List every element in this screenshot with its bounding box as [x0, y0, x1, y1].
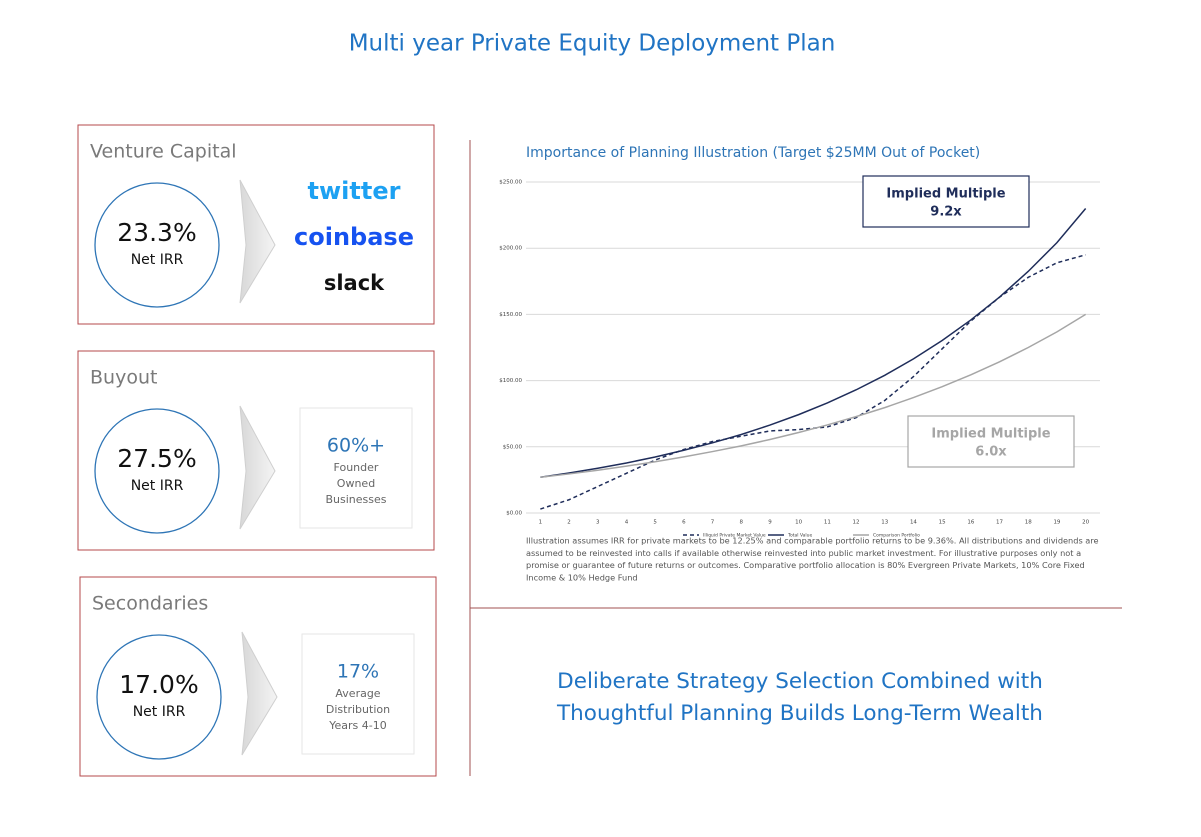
highlight-text: Founder	[334, 461, 379, 474]
x-tick-label: 9	[768, 520, 772, 526]
card-title: Buyout	[90, 367, 157, 389]
highlight-value: 17%	[337, 661, 379, 683]
logo: coinbase	[294, 223, 414, 251]
annotation-box	[907, 415, 1075, 468]
tagline: Thoughtful Planning Builds Long-Term Wea…	[556, 701, 1043, 726]
x-tick-label: 10	[795, 520, 802, 526]
annotation-value: 6.0x	[975, 445, 1007, 460]
irr-circle	[94, 408, 220, 534]
irr-label: Net IRR	[133, 704, 186, 720]
chevron	[239, 405, 276, 530]
x-tick-label: 5	[653, 520, 657, 526]
chevron	[241, 631, 278, 756]
card-title: Secondaries	[92, 593, 208, 615]
highlight-text: Average	[335, 687, 380, 700]
y-tick-label: $100.00	[499, 378, 522, 384]
x-tick-label: 2	[567, 520, 571, 526]
irr-circle	[96, 634, 222, 760]
x-tick-label: 11	[824, 520, 831, 526]
chevron	[239, 179, 276, 304]
irr-label: Net IRR	[131, 478, 184, 494]
x-tick-label: 13	[881, 520, 888, 526]
x-tick-label: 20	[1082, 520, 1089, 526]
tagline: Deliberate Strategy Selection Combined w…	[557, 669, 1043, 694]
x-tick-label: 17	[996, 520, 1003, 526]
x-tick-label: 15	[939, 520, 946, 526]
highlight-text: Distribution	[326, 703, 390, 716]
y-tick-label: $150.00	[499, 312, 522, 318]
annotation-box	[862, 175, 1030, 228]
highlight-text: Owned	[337, 477, 375, 490]
content: Venture Capital 23.3% Net IRR twitter coinba…	[77, 124, 1100, 777]
x-tick-label: 14	[910, 520, 917, 526]
x-tick-label: 16	[967, 520, 974, 526]
logo: slack	[324, 271, 385, 295]
y-tick-label: $0.00	[506, 511, 522, 517]
series-line	[540, 313, 1087, 478]
irr-circle	[94, 182, 220, 308]
x-tick-label: 8	[740, 520, 744, 526]
irr-value: 17.0%	[119, 670, 198, 699]
irr-label: Net IRR	[131, 252, 184, 268]
legend-label: Comparison Portfolio	[873, 533, 920, 539]
x-tick-label: 3	[596, 520, 600, 526]
footnote: Income & 10% Hedge Fund	[526, 572, 638, 582]
slide-title: Multi year Private Equity Deployment Pla…	[349, 31, 836, 57]
x-tick-label: 12	[853, 520, 860, 526]
highlight-text: Businesses	[325, 493, 386, 506]
annotation-text: Implied Multiple	[886, 187, 1005, 202]
x-tick-label: 18	[1025, 520, 1032, 526]
chart-title: Importance of Planning Illustration (Tar…	[526, 145, 980, 161]
highlight-value: 60%+	[327, 435, 385, 457]
x-tick-label: 1	[539, 520, 543, 526]
card-title: Venture Capital	[90, 141, 237, 163]
irr-value: 23.3%	[117, 218, 196, 247]
irr-value: 27.5%	[117, 444, 196, 473]
y-tick-label: $50.00	[503, 444, 523, 450]
highlight-box	[301, 633, 415, 755]
x-tick-label: 6	[682, 520, 686, 526]
footnote: assumed to be reinvested into calls if a…	[526, 548, 1081, 558]
footnote: promise or guarantee of future returns o…	[526, 560, 1085, 570]
y-tick-label: $250.00	[499, 180, 522, 186]
x-tick-label: 19	[1053, 520, 1060, 526]
annotation-value: 9.2x	[930, 205, 962, 220]
legend-label: Total Value	[787, 533, 813, 539]
x-tick-label: 7	[711, 520, 715, 526]
series-line	[540, 207, 1087, 478]
footnote: Illustration assumes IRR for private mar…	[526, 536, 1099, 546]
y-tick-label: $200.00	[499, 246, 522, 252]
x-tick-label: 4	[625, 520, 629, 526]
annotation-text: Implied Multiple	[931, 427, 1050, 442]
logo: twitter	[308, 177, 401, 205]
highlight-box	[299, 407, 413, 529]
highlight-text: Years 4-10	[328, 719, 386, 732]
legend-label: Illiquid Private Market Value	[703, 533, 766, 539]
